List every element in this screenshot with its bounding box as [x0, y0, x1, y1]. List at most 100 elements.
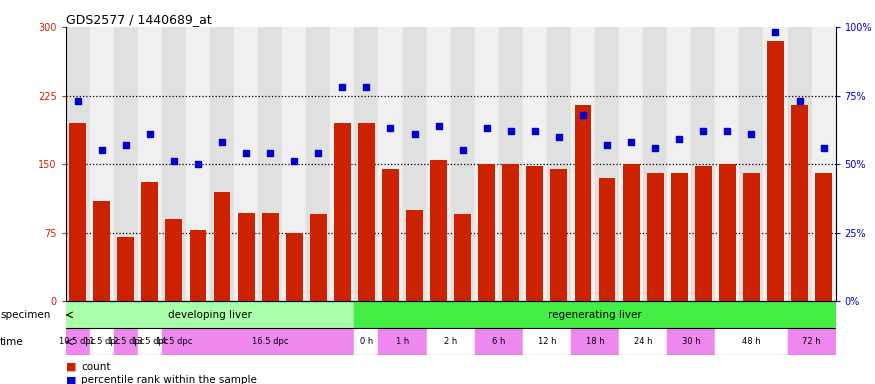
Bar: [812, 27, 836, 301]
Bar: [430, 160, 447, 301]
Bar: [358, 123, 374, 301]
Bar: [379, 27, 402, 301]
Point: [480, 126, 494, 132]
Point: [312, 150, 326, 156]
Bar: [90, 328, 114, 355]
Text: 13.5 dpc: 13.5 dpc: [131, 337, 168, 346]
Text: ■: ■: [66, 362, 76, 372]
Text: 11.5 dpc: 11.5 dpc: [83, 337, 120, 346]
Bar: [286, 233, 303, 301]
Point: [119, 142, 133, 148]
Text: specimen: specimen: [0, 310, 51, 320]
Bar: [66, 27, 90, 301]
Point: [672, 136, 686, 142]
Bar: [114, 27, 138, 301]
Bar: [379, 328, 427, 355]
Bar: [238, 213, 255, 301]
Point: [576, 112, 590, 118]
Bar: [186, 328, 354, 355]
Bar: [334, 123, 351, 301]
Bar: [743, 173, 760, 301]
Bar: [382, 169, 399, 301]
Bar: [620, 328, 668, 355]
Bar: [575, 105, 592, 301]
Point: [720, 128, 734, 134]
Bar: [354, 301, 836, 328]
Point: [504, 128, 518, 134]
Bar: [310, 215, 326, 301]
Bar: [165, 219, 182, 301]
Bar: [716, 328, 788, 355]
Point: [816, 145, 830, 151]
Bar: [162, 27, 186, 301]
Bar: [475, 27, 499, 301]
Point: [552, 134, 566, 140]
Bar: [502, 164, 519, 301]
Text: ■: ■: [66, 375, 76, 384]
Bar: [66, 328, 90, 355]
Bar: [162, 328, 186, 355]
Bar: [767, 41, 784, 301]
Bar: [69, 123, 86, 301]
Bar: [402, 27, 427, 301]
Text: 30 h: 30 h: [682, 337, 701, 346]
Bar: [354, 27, 379, 301]
Bar: [427, 27, 451, 301]
Bar: [788, 27, 812, 301]
Bar: [138, 27, 162, 301]
Point: [191, 161, 205, 167]
Point: [624, 139, 638, 145]
Point: [431, 122, 445, 129]
Bar: [454, 215, 471, 301]
Text: 24 h: 24 h: [634, 337, 653, 346]
Text: developing liver: developing liver: [168, 310, 252, 320]
Text: 72 h: 72 h: [802, 337, 821, 346]
Text: 12 h: 12 h: [537, 337, 556, 346]
Point: [71, 98, 85, 104]
Text: GDS2577 / 1440689_at: GDS2577 / 1440689_at: [66, 13, 212, 26]
Bar: [791, 105, 808, 301]
Bar: [306, 27, 331, 301]
Bar: [262, 213, 278, 301]
Point: [239, 150, 253, 156]
Bar: [739, 27, 764, 301]
Text: 0 h: 0 h: [360, 337, 373, 346]
Point: [600, 142, 614, 148]
Bar: [427, 328, 475, 355]
Bar: [691, 27, 716, 301]
Text: time: time: [0, 337, 24, 347]
Text: 18 h: 18 h: [585, 337, 605, 346]
Bar: [523, 27, 547, 301]
Bar: [527, 166, 543, 301]
Bar: [354, 328, 379, 355]
Text: percentile rank within the sample: percentile rank within the sample: [81, 375, 257, 384]
Bar: [671, 173, 688, 301]
Bar: [210, 27, 235, 301]
Text: 1 h: 1 h: [396, 337, 410, 346]
Bar: [479, 164, 495, 301]
Bar: [475, 328, 523, 355]
Bar: [117, 237, 134, 301]
Point: [528, 128, 542, 134]
Bar: [94, 201, 110, 301]
Bar: [668, 27, 691, 301]
Bar: [668, 328, 716, 355]
Bar: [66, 301, 354, 328]
Text: 12.5 dpc: 12.5 dpc: [108, 337, 144, 346]
Bar: [598, 178, 615, 301]
Bar: [719, 164, 736, 301]
Bar: [114, 328, 138, 355]
Bar: [499, 27, 523, 301]
Bar: [190, 230, 206, 301]
Point: [745, 131, 759, 137]
Bar: [571, 27, 595, 301]
Point: [287, 158, 301, 164]
Point: [768, 29, 782, 35]
Bar: [764, 27, 788, 301]
Text: 14.5 dpc: 14.5 dpc: [156, 337, 192, 346]
Point: [360, 84, 374, 90]
Bar: [643, 27, 668, 301]
Point: [408, 131, 422, 137]
Point: [335, 84, 349, 90]
Text: 16.5 dpc: 16.5 dpc: [252, 337, 289, 346]
